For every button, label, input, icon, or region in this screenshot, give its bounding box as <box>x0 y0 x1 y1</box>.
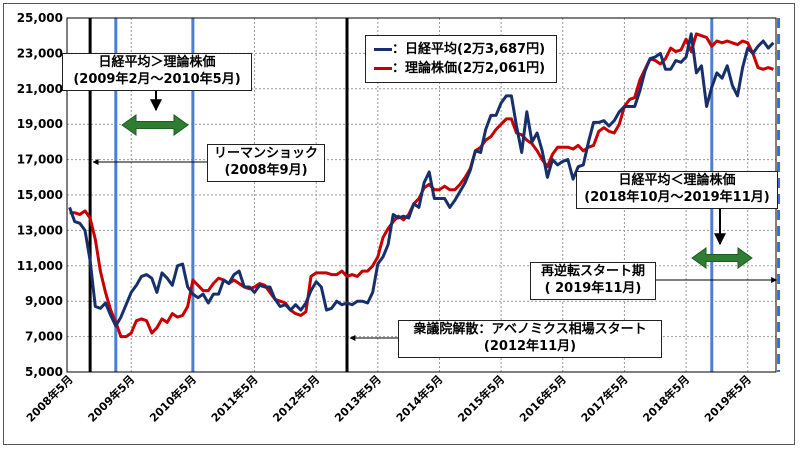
annotation-lehman-line2: (2008年9月) <box>224 163 308 178</box>
x-tick-label: 2014年5月 <box>393 372 446 425</box>
y-tick-label: 23,000 <box>17 46 63 60</box>
x-tick-labels: 2008年5月 2009年5月 2010年5月 2011年5月 2012年5月 2013年… <box>23 372 754 425</box>
x-tick-label: 2015年5月 <box>455 372 508 425</box>
annotation-abenomics: 衆議院解散：アベノミクス相場スタート (2012年11月) <box>398 320 662 358</box>
period1-range-arrow <box>121 114 189 136</box>
annotation-abenomics-line2: (2012年11月) <box>483 339 577 354</box>
legend-swatch-nikkei <box>374 48 392 51</box>
annotation-abenomics-line1: 衆議院解散：アベノミクス相場スタート <box>413 322 647 337</box>
y-tick-label: 11,000 <box>17 259 63 273</box>
annotation-lehman-line1: リーマンショック <box>213 146 318 161</box>
series-lines <box>68 32 775 339</box>
period2-range-arrow <box>691 247 753 269</box>
legend-item-theory: ：理論株価(2万2,061円) <box>374 60 545 77</box>
annotation-arrows <box>92 90 778 341</box>
legend: ：日経平均(2万3,687円) ：理論株価(2万2,061円) <box>365 35 557 83</box>
legend-label-nikkei: ：日経平均(2万3,687円) <box>392 42 546 57</box>
x-tick-label: 2012年5月 <box>270 372 323 425</box>
x-tick-label: 2016年5月 <box>516 372 569 425</box>
x-tick-label: 2008年5月 <box>23 372 76 425</box>
x-tick-label: 2011年5月 <box>208 372 261 425</box>
y-tick-label: 13,000 <box>17 223 63 237</box>
annotation-period2-line1: 日経平均＜理論株価 <box>618 173 736 188</box>
y-tick-label: 9,000 <box>25 294 63 308</box>
y-tick-label: 25,000 <box>17 11 63 25</box>
y-tick-label: 7,000 <box>25 330 63 344</box>
y-tick-label: 19,000 <box>17 117 63 131</box>
x-tick-label: 2009年5月 <box>85 372 138 425</box>
x-tick-label: 2019年5月 <box>701 372 754 425</box>
y-tick-label: 15,000 <box>17 188 63 202</box>
y-tick-label: 5,000 <box>25 365 63 379</box>
x-tick-label: 2010年5月 <box>146 372 199 425</box>
annotation-lehman: リーマンショック (2008年9月) <box>207 144 325 182</box>
x-tick-label: 2018年5月 <box>640 372 693 425</box>
x-tick-label: 2013年5月 <box>331 372 384 425</box>
annotation-period1-line1: 日経平均＞理論株価 <box>98 55 216 70</box>
legend-swatch-theory <box>374 67 392 70</box>
y-tick-label: 21,000 <box>17 82 63 96</box>
legend-label-theory: ：理論株価(2万2,061円) <box>392 61 546 76</box>
x-tick-label: 2017年5月 <box>578 372 631 425</box>
annotation-period1-line2: (2009年2月～2010年5月) <box>73 72 241 87</box>
annotation-period2-line2: (2018年10月～2019年11月) <box>584 190 770 205</box>
annotation-restart-line1: 再逆転スタート期 <box>540 264 645 279</box>
legend-item-nikkei: ：日経平均(2万3,687円) <box>374 41 545 58</box>
y-tick-labels: 5,000 7,000 9,000 11,000 13,000 15,000 17,000 1… <box>17 11 63 379</box>
annotation-period2: 日経平均＜理論株価 (2018年10月～2019年11月) <box>576 171 778 209</box>
y-tick-label: 17,000 <box>17 153 63 167</box>
annotation-restart-line2: ( 2019年11月) <box>544 281 642 296</box>
annotation-period1: 日経平均＞理論株価 (2009年2月～2010年5月) <box>62 53 252 91</box>
annotation-restart: 再逆転スタート期 ( 2019年11月) <box>530 262 656 300</box>
series-line-nikkei <box>68 32 775 328</box>
